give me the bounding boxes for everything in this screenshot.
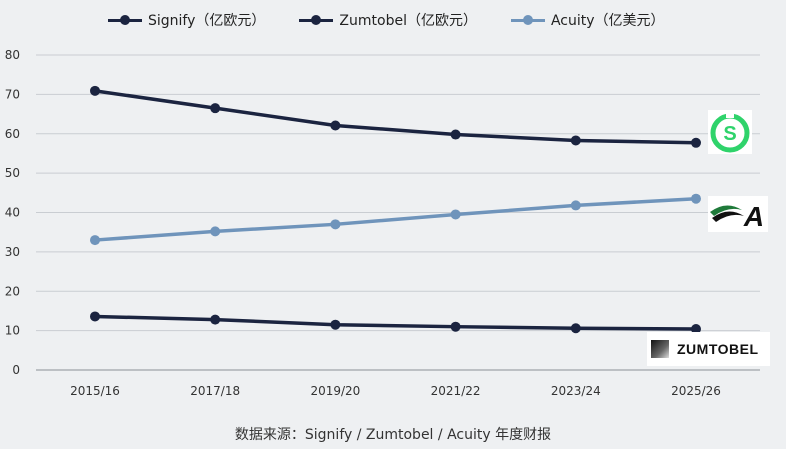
- data-point: [330, 219, 341, 230]
- data-point: [691, 193, 701, 204]
- data-point: [570, 200, 581, 211]
- y-tick-label: 60: [5, 127, 20, 141]
- data-point: [570, 135, 581, 146]
- zumtobel-mark-icon: [651, 340, 669, 358]
- data-point: [570, 323, 581, 334]
- legend-item-signify: Signify（亿欧元）: [108, 10, 265, 30]
- legend-item-zumtobel: Zumtobel（亿欧元）: [299, 10, 477, 30]
- data-point: [90, 235, 100, 246]
- legend-swatch-zumtobel: [299, 14, 334, 26]
- y-tick-label: 40: [5, 206, 20, 220]
- series-line: [94, 314, 697, 331]
- x-tick-label: 2019/20: [310, 384, 360, 398]
- legend-label-zumtobel: Zumtobel（亿欧元）: [339, 13, 477, 29]
- y-tick-label: 0: [12, 363, 20, 377]
- data-point: [691, 324, 701, 335]
- y-tick-label: 20: [5, 284, 20, 298]
- data-point: [330, 120, 341, 131]
- x-tick-label: 2015/16: [70, 384, 120, 398]
- acuity-logo-icon: A: [708, 196, 768, 232]
- x-tick-label: 2021/22: [431, 384, 481, 398]
- y-tick-label: 70: [5, 87, 20, 101]
- series-line: [94, 196, 697, 242]
- data-point: [691, 137, 701, 148]
- x-tick-label: 2017/18: [190, 384, 240, 398]
- data-point: [90, 311, 100, 322]
- data-point: [330, 319, 341, 330]
- y-tick-label: 80: [5, 48, 20, 62]
- zumtobel-logo-text: ZUMTOBEL: [677, 341, 759, 357]
- series-line: [94, 89, 697, 145]
- signify-logo-icon: S: [708, 110, 752, 154]
- data-point: [450, 209, 461, 220]
- legend: Signify（亿欧元） Zumtobel（亿欧元） Acuity（亿美元）: [108, 10, 665, 30]
- svg-text:A: A: [743, 201, 764, 232]
- data-point: [210, 314, 221, 325]
- data-point: [450, 321, 461, 332]
- legend-label-acuity: Acuity（亿美元）: [550, 13, 665, 29]
- legend-swatch-signify: [108, 14, 142, 26]
- source-note: 数据来源：Signify / Zumtobel / Acuity 年度财报: [234, 427, 552, 443]
- data-point: [90, 85, 100, 96]
- x-tick-label: 2025/26: [671, 384, 721, 398]
- y-tick-label: 10: [5, 324, 20, 338]
- legend-item-acuity: Acuity（亿美元）: [510, 10, 665, 30]
- data-point: [210, 103, 221, 114]
- zumtobel-logo-icon: ZUMTOBEL: [647, 332, 770, 366]
- data-point: [450, 129, 461, 140]
- y-tick-label: 50: [5, 166, 20, 180]
- x-tick-label: 2023/24: [551, 384, 601, 398]
- y-tick-label: 30: [5, 245, 20, 259]
- axes: 0 10 20 30 40 50 60 70 80 2015/16 2017/18 2019/20 20…: [5, 48, 721, 398]
- data-point: [210, 226, 221, 237]
- svg-text:S: S: [723, 123, 736, 145]
- series-lines: [90, 85, 701, 335]
- gridlines: [36, 54, 760, 371]
- legend-swatch-acuity: [510, 14, 545, 26]
- legend-label-signify: Signify（亿欧元）: [148, 13, 266, 29]
